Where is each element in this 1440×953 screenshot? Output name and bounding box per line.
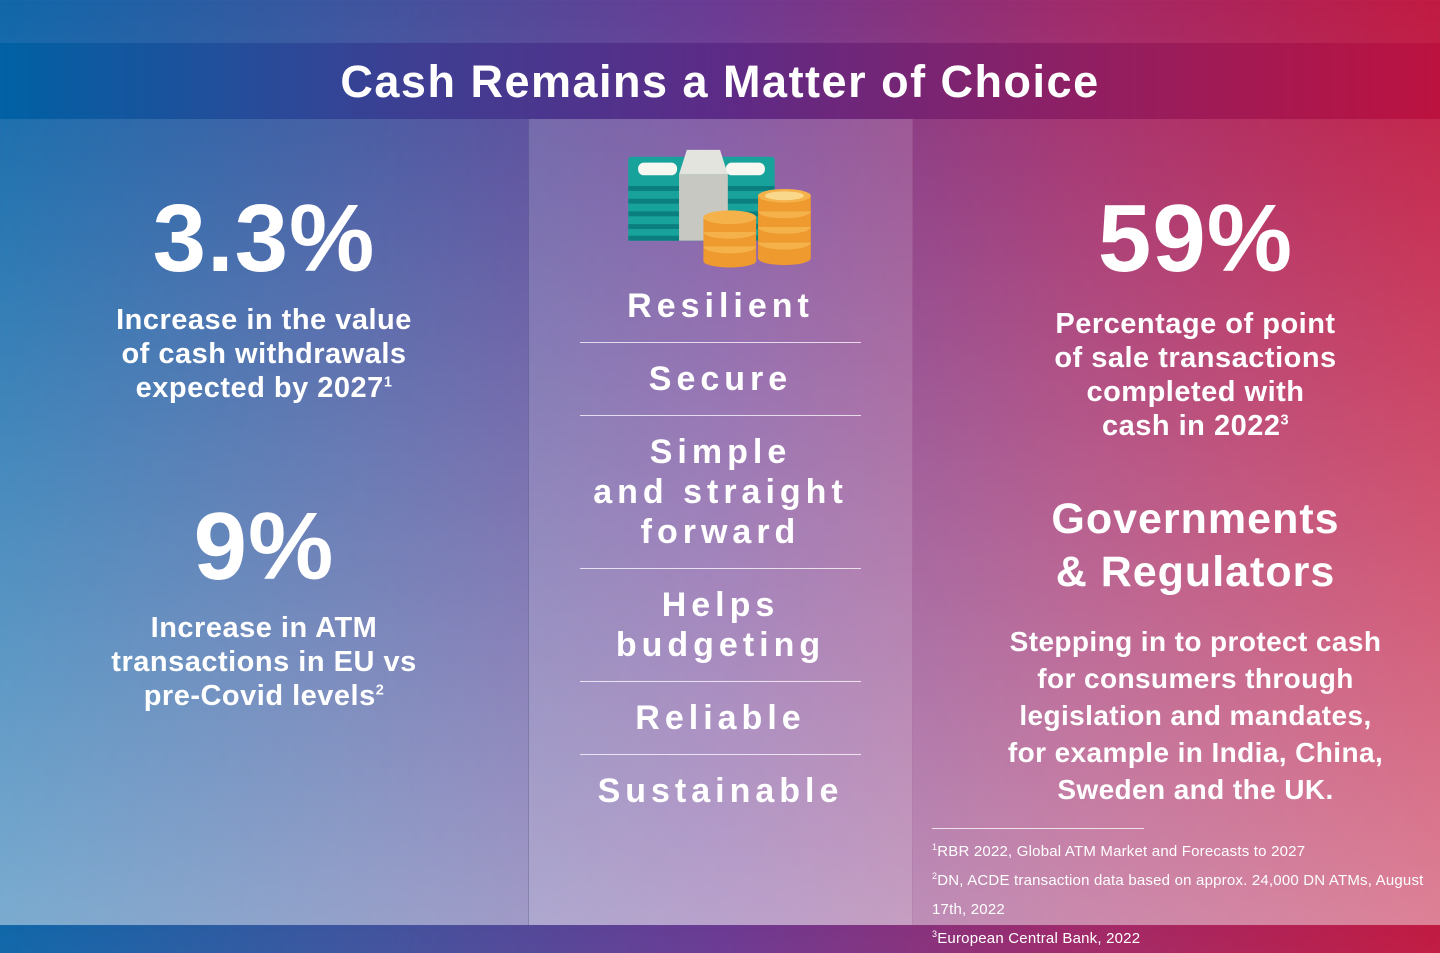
footnote-divider (932, 828, 1144, 829)
stat-caption-text: Increase in ATM transactions in EU vs pr… (111, 612, 417, 712)
stat-caption-pos-cash: Percentage of point of sale transactions… (1054, 307, 1336, 443)
section-heading-governments-regulators: Governments & Regulators (1051, 495, 1340, 596)
stat-value-pos-cash: 59% (1097, 185, 1294, 292)
left-column: 3.3% Increase in the value of cash withd… (0, 119, 528, 713)
divider (580, 681, 861, 682)
benefit-item-secure: Secure (648, 360, 793, 398)
stat-caption-text: Increase in the value of cash withdrawal… (116, 304, 412, 404)
footnote-marker-1: 1 (383, 374, 393, 391)
footnote-marker-2: 2 (375, 682, 385, 699)
footnote-line-3: 3European Central Bank, 2022 (932, 924, 1440, 953)
middle-column: Resilient Secure Simple and straight for… (528, 119, 913, 811)
stat-caption-atm-transactions: Increase in ATM transactions in EU vs pr… (111, 611, 416, 713)
stat-value-cash-withdrawals: 3.3% (152, 185, 376, 292)
stat-caption-text: Percentage of point of sale transactions… (1054, 308, 1337, 442)
divider (580, 415, 861, 416)
footnote-text: RBR 2022, Global ATM Market and Forecast… (937, 843, 1306, 860)
right-column: 59% Percentage of point of sale transact… (913, 119, 1440, 808)
banknotes-and-coins-icon (627, 147, 814, 268)
stat-caption-cash-withdrawals: Increase in the value of cash withdrawal… (116, 303, 412, 405)
footnotes: 1RBR 2022, Global ATM Market and Forecas… (932, 828, 1440, 953)
footnote-marker-3: 3 (1280, 412, 1290, 429)
benefit-item-sustainable: Sustainable (597, 772, 844, 810)
benefit-item-budgeting: Helps budgeting (615, 586, 826, 664)
section-body-governments-regulators: Stepping in to protect cash for consumer… (1007, 626, 1384, 805)
divider (580, 342, 861, 343)
infographic-page: { "title": "Cash Remains a Matter of Cho… (0, 0, 1440, 925)
page-title: Cash Remains a Matter of Choice (340, 55, 1100, 107)
footnote-text: DN, ACDE transaction data based on appro… (932, 872, 1424, 918)
benefit-item-reliable: Reliable (635, 699, 806, 737)
stat-value-atm-transactions: 9% (193, 493, 335, 600)
footnote-line-2: 2DN, ACDE transaction data based on appr… (932, 866, 1440, 924)
benefit-item-resilient: Resilient (627, 287, 814, 325)
benefit-item-simple: Simple and straight forward (593, 433, 848, 551)
title-bar: Cash Remains a Matter of Choice (0, 43, 1440, 119)
footnote-text: European Central Bank, 2022 (937, 930, 1141, 947)
footnote-sup: 2 (932, 871, 938, 881)
divider (580, 754, 861, 755)
footnote-sup: 1 (932, 842, 938, 852)
footnote-line-1: 1RBR 2022, Global ATM Market and Forecas… (932, 837, 1440, 866)
divider (580, 568, 861, 569)
